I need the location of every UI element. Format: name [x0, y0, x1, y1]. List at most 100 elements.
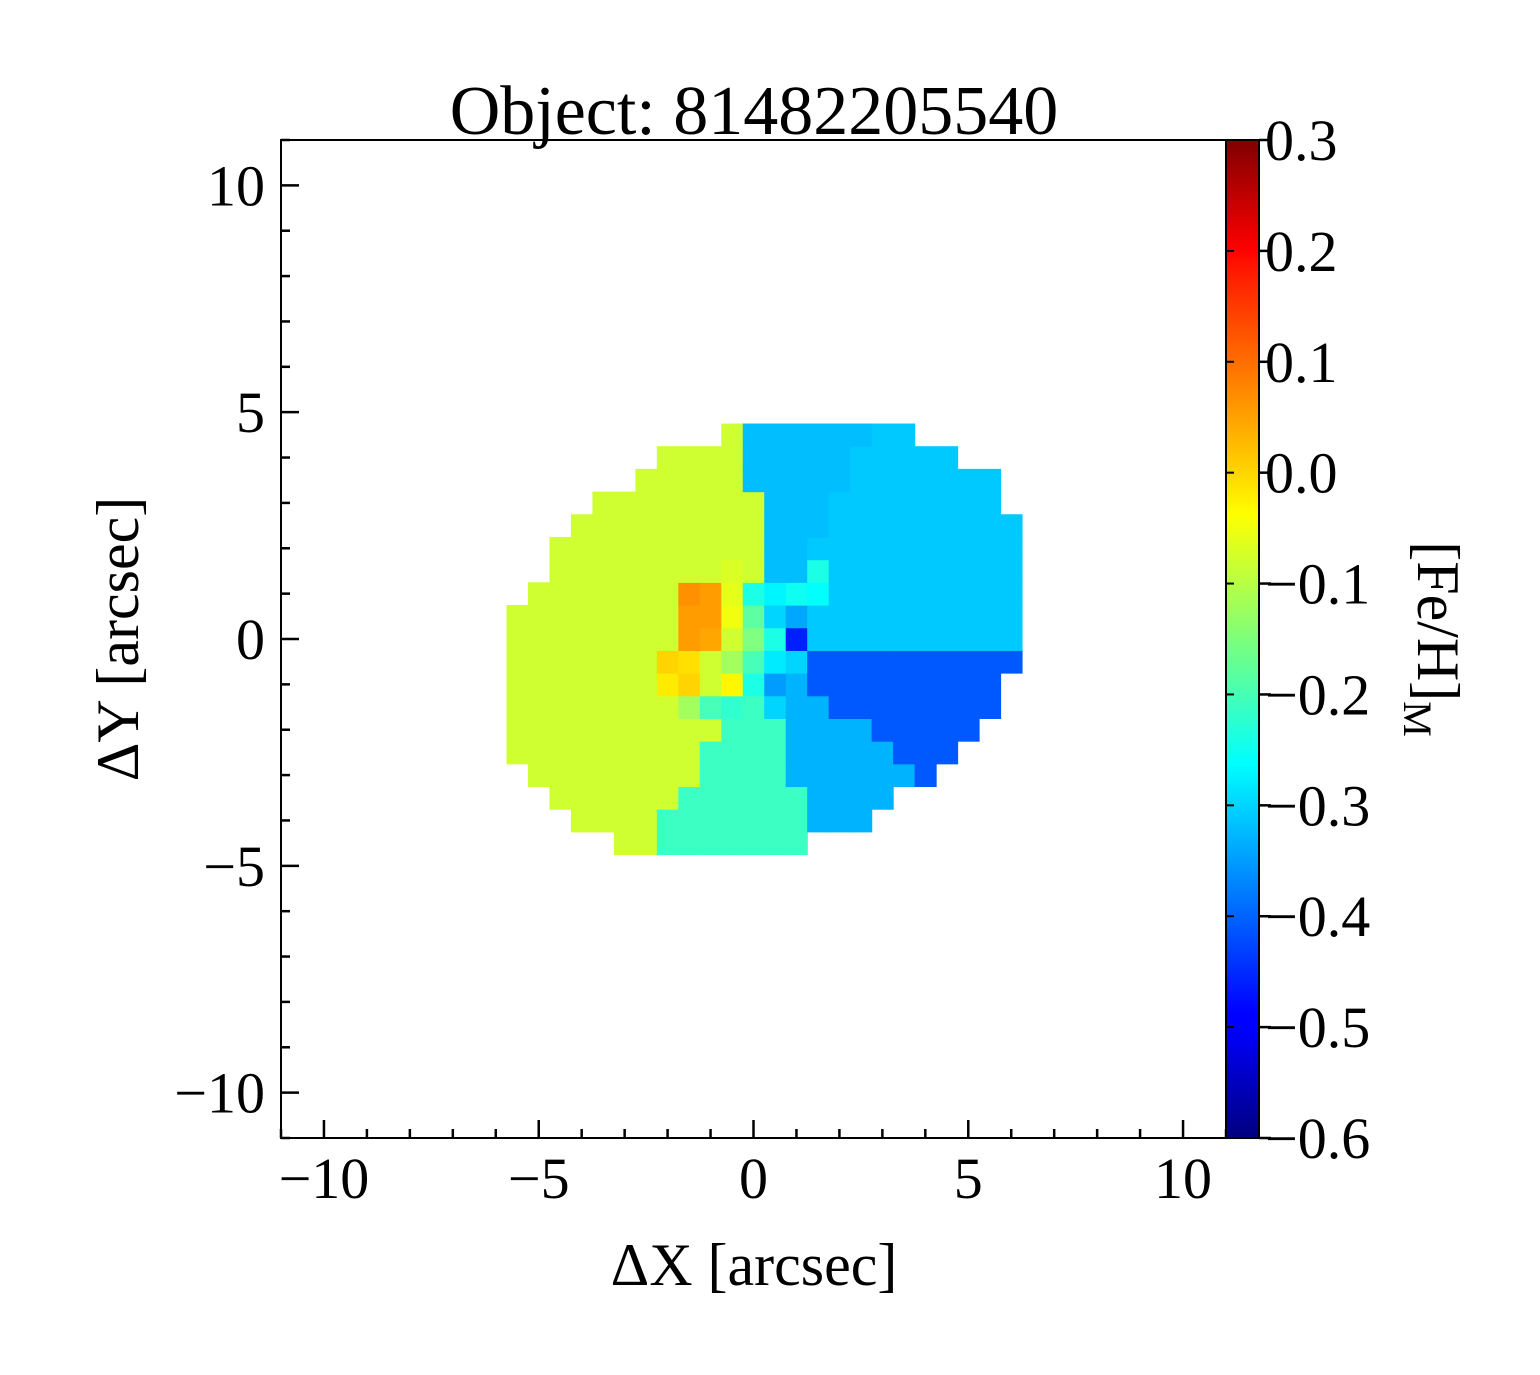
- map-pixel: [1000, 514, 1023, 538]
- map-pixel: [721, 650, 744, 674]
- map-pixel: [721, 695, 744, 719]
- map-pixel: [656, 627, 679, 651]
- map-pixel: [785, 673, 808, 697]
- map-pixel: [914, 468, 937, 493]
- map-pixel: [678, 673, 701, 697]
- map-pixel: [592, 559, 615, 583]
- map-pixel: [828, 491, 851, 515]
- map-pixel: [721, 446, 744, 470]
- map-pixel: [635, 809, 658, 833]
- map-pixel: [807, 741, 830, 765]
- map-pixel: [871, 718, 894, 742]
- map-pixel: [807, 673, 830, 697]
- map-pixel: [506, 718, 529, 742]
- map-pixel: [914, 695, 937, 719]
- map-pixel: [656, 741, 679, 765]
- map-pixel: [936, 491, 959, 515]
- map-pixel: [592, 718, 615, 742]
- map-pixel: [742, 604, 765, 629]
- map-pixel: [850, 763, 873, 788]
- map-pixel: [957, 468, 980, 493]
- map-pixel: [936, 536, 959, 561]
- map-pixel: [721, 831, 744, 856]
- map-pixel: [785, 786, 808, 810]
- map-pixel: [570, 582, 594, 606]
- map-pixel: [914, 673, 937, 697]
- map-pixel: [1000, 582, 1023, 606]
- map-pixel: [807, 809, 830, 833]
- map-pixel: [914, 559, 937, 583]
- map-pixel: [893, 604, 916, 629]
- map-pixel: [807, 582, 830, 606]
- map-pixel: [527, 741, 551, 765]
- colorbar-tick-label: 0.0: [1265, 441, 1338, 506]
- map-pixel: [785, 831, 808, 856]
- map-pixel: [635, 650, 658, 674]
- map-pixel: [742, 491, 765, 515]
- map-pixel: [721, 604, 744, 629]
- map-pixel: [979, 627, 1002, 651]
- map-pixel: [592, 604, 615, 629]
- map-pixel: [785, 604, 808, 629]
- map-pixel: [678, 809, 701, 833]
- map-pixel: [549, 673, 572, 697]
- map-pixel: [678, 536, 701, 561]
- map-pixel: [635, 627, 658, 651]
- colorbar-tick-label: −0.3: [1265, 773, 1370, 838]
- map-pixel: [914, 627, 937, 651]
- map-pixel: [592, 627, 615, 651]
- map-pixel: [549, 604, 572, 629]
- map-pixel: [828, 514, 851, 538]
- map-pixel: [721, 786, 744, 810]
- map-pixel: [807, 763, 830, 788]
- map-pixel: [656, 786, 679, 810]
- map-pixel: [699, 604, 722, 629]
- map-pixel: [850, 559, 873, 583]
- map-pixel: [807, 650, 830, 674]
- map-pixel: [656, 763, 679, 788]
- map-pixel: [807, 695, 830, 719]
- map-pixel: [893, 763, 916, 788]
- map-pixel: [957, 536, 980, 561]
- map-pixel: [699, 695, 722, 719]
- map-pixel: [871, 627, 894, 651]
- map-pixel: [635, 514, 658, 538]
- map-pixel: [893, 468, 916, 493]
- map-pixel: [979, 695, 1002, 719]
- map-pixel: [914, 491, 937, 515]
- map-pixel: [656, 673, 679, 697]
- map-pixel: [527, 673, 551, 697]
- map-pixel: [807, 514, 830, 538]
- map-pixel: [699, 673, 722, 697]
- map-pixel: [742, 786, 765, 810]
- map-pixel: [613, 786, 636, 810]
- map-pixel: [871, 582, 894, 606]
- map-pixel: [721, 718, 744, 742]
- y-tick-label: −10: [174, 1061, 265, 1126]
- map-pixel: [742, 831, 765, 856]
- map-pixel: [850, 786, 873, 810]
- map-pixel: [527, 718, 551, 742]
- colorbar-tick-label: −0.6: [1265, 1106, 1370, 1171]
- map-pixel: [570, 718, 594, 742]
- map-pixel: [549, 582, 572, 606]
- map-pixel: [613, 809, 636, 833]
- map-pixel: [635, 559, 658, 583]
- map-pixel: [527, 627, 551, 651]
- map-pixel: [678, 559, 701, 583]
- map-pixel: [678, 446, 701, 470]
- map-pixel: [893, 627, 916, 651]
- map-pixel: [850, 741, 873, 765]
- map-pixel: [635, 604, 658, 629]
- map-pixel: [828, 741, 851, 765]
- map-pixel: [699, 468, 722, 493]
- map-pixel: [699, 809, 722, 833]
- map-pixel: [893, 446, 916, 470]
- x-tick-label: 0: [739, 1146, 768, 1211]
- map-pixel: [1000, 650, 1023, 674]
- colorbar: [1225, 139, 1260, 1139]
- map-pixel: [721, 514, 744, 538]
- map-pixel: [699, 514, 722, 538]
- map-pixel: [721, 559, 744, 583]
- map-pixel: [871, 559, 894, 583]
